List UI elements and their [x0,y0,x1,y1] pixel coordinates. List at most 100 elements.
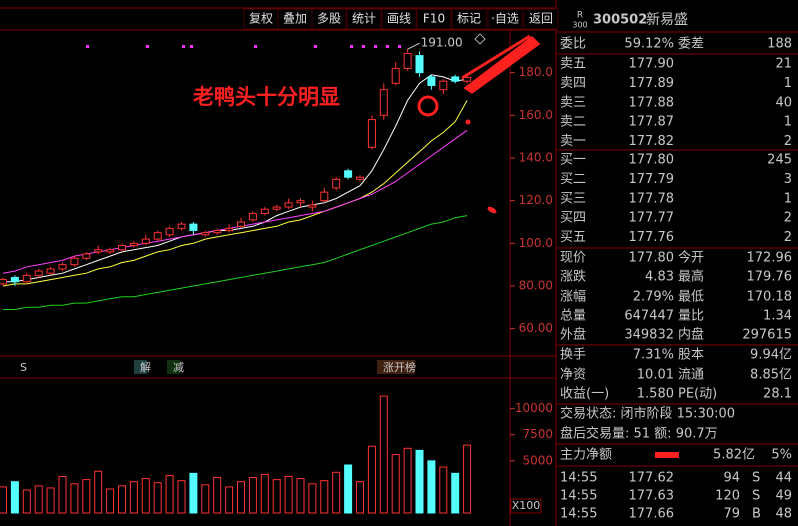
label: 涨幅 [560,290,586,305]
volume-bar [201,484,210,514]
diamond-icon[interactable] [474,33,486,45]
volume-bar [0,486,7,514]
panel-lines [556,31,798,467]
value: 349832 [624,328,674,343]
ma-line [2,129,468,274]
stock-name: 新易盛 [646,12,688,28]
toolbar-button[interactable] [487,8,523,30]
toolbar-label[interactable]: 统计 [352,12,376,26]
book-volume: 2 [784,230,792,245]
unit-label: X100 [512,499,541,512]
ma-line [3,215,468,310]
candle-body [439,80,448,91]
label: 内盘 [678,327,704,343]
volume-bar [94,470,103,514]
label: 今开 [678,250,704,266]
candle-body [118,244,126,251]
value: 1.34 [763,309,792,324]
book-price: 177.78 [629,191,675,206]
candle-body [34,270,43,276]
value: 177.80 [629,251,675,266]
candle-body [177,223,186,229]
toolbar-label[interactable]: 叠加 [283,12,307,26]
book-label: 卖四 [560,76,586,91]
volume-bar [22,489,31,514]
candle-body [403,52,412,69]
trade-count: 48 [775,507,792,522]
volume-bar [141,478,150,514]
y-tick-label: 180.0 [519,65,553,79]
volume-bar [10,481,19,514]
label: 收益(一) [560,387,609,402]
toolbar-label[interactable]: 多股 [317,12,341,26]
value: 170.18 [747,290,793,305]
signal-label: 涨开榜 [383,360,416,374]
candle-body [213,230,222,234]
highlight-circle [417,95,439,117]
volume-bar [237,481,245,514]
book-volume: 1 [784,76,792,91]
volume-bar [34,485,43,514]
value: 7.31% [633,348,674,363]
toolbar-label[interactable]: 返回 [529,12,553,26]
label: 委比 [560,37,586,52]
toolbar-button[interactable] [416,8,452,30]
value: 2.79% [633,290,674,305]
volume-bar [177,480,186,514]
badge: 300 [572,21,587,30]
toolbar-button[interactable] [523,8,559,30]
annotation: 老鸭头十分明显 [193,85,340,109]
trade-time: 14:55 [560,489,597,504]
book-label: 买四 [560,211,586,226]
book-price: 177.76 [629,230,675,245]
toolbar-label[interactable]: ·自选 [491,12,519,26]
candle-body [189,223,198,232]
toolbar-label[interactable]: 复权 [249,12,273,26]
volume-bar [260,473,269,514]
candle-body [153,232,162,240]
ma-line [2,100,468,287]
volume-bar [427,460,436,514]
toolbar-label[interactable]: F10 [423,12,445,26]
candle-body [379,89,388,116]
signal-dots [86,45,401,48]
y-tick-label: 160.0 [519,108,553,122]
book-volume: 1 [784,115,792,130]
flow-value: 5.82亿 [713,448,755,463]
value: 4.83 [645,270,674,285]
toolbar-label[interactable]: 画线 [387,12,411,26]
value: 179.76 [747,270,793,285]
trade-volume: 94 [723,471,740,486]
volume-bar [106,488,115,514]
unit-box [510,498,542,514]
value: 172.96 [747,251,793,266]
label: 最高 [678,269,704,285]
badge: R [577,11,583,21]
trade-volume: 79 [723,507,740,522]
trade-side: S [752,489,760,504]
book-price: 177.80 [629,153,675,168]
book-label: 卖二 [560,115,586,130]
book-volume: 40 [775,95,792,110]
volume-bar [344,464,353,514]
y-tick-label: 100.0 [519,236,553,250]
book-price: 177.90 [629,57,675,72]
value: 59.12% [624,37,674,52]
candle-body [165,227,174,236]
value: 10.01 [637,368,674,383]
volume-bar [356,481,364,514]
candle-body [356,176,364,180]
volume-bar [415,449,424,514]
toolbar-button[interactable] [451,8,487,30]
book-label: 卖一 [560,134,586,149]
trade-count: 44 [775,471,792,486]
toolbar-button[interactable] [311,8,347,30]
toolbar-button[interactable] [381,8,417,30]
toolbar-label[interactable]: 标记 [457,12,481,26]
toolbar-button[interactable] [346,8,382,30]
volume-bar [189,472,198,514]
volume-bar [272,479,281,514]
y-tick-label: 10000 [515,401,553,415]
